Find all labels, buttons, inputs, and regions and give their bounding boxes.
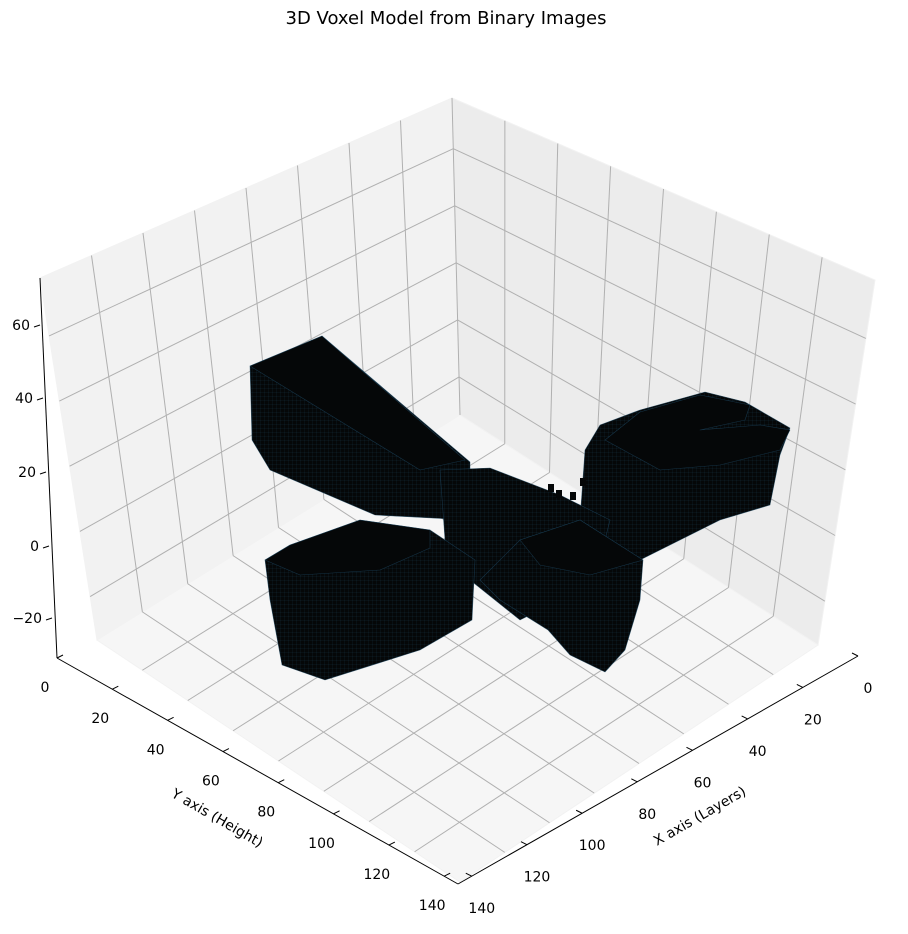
x-tick-label: 120 (524, 870, 551, 886)
x-tick-label: 0 (864, 681, 873, 697)
z-axis-ticks: −20 0 20 40 60 (12, 318, 53, 627)
y-tick-mark (56, 654, 64, 659)
y-axis-label: Y axis (Height) (168, 785, 266, 851)
grid-line (91, 255, 143, 612)
y-tick-label: 140 (419, 898, 446, 914)
voxel-model (249, 335, 791, 681)
x-tick-mark (631, 778, 638, 783)
chart-title: 3D Voxel Model from Binary Images (286, 8, 607, 29)
voxel-arm-back-right-top (604, 394, 791, 471)
z-tick-label: 0 (30, 539, 39, 555)
x-tick-label: 140 (468, 901, 495, 917)
x-tick-mark (741, 715, 748, 720)
voxel-fragment (548, 484, 554, 492)
y-tick-label: 20 (91, 711, 109, 727)
x-tick-label: 60 (694, 775, 712, 791)
z-tick-mark (39, 471, 47, 475)
grid-line (549, 143, 559, 473)
x-tick-mark (851, 652, 859, 657)
grid-line (59, 205, 455, 402)
voxel-arm-back-left-top (249, 335, 466, 471)
z-tick-mark (33, 324, 41, 328)
grid-line (772, 257, 823, 617)
grid-line (451, 97, 461, 416)
y-tick-label: 120 (363, 867, 390, 883)
x-tick-mark (796, 684, 804, 688)
y-tick-mark (167, 716, 174, 721)
z-axis-line (39, 277, 58, 659)
y-tick-label: 60 (202, 774, 220, 790)
x-tick-label: 40 (749, 744, 767, 760)
voxel-fragment (580, 478, 586, 486)
y-axis-ticks: 0 20 40 60 80 100 120 140 (41, 654, 451, 914)
z-tick-mark (42, 545, 50, 549)
grid-line (414, 615, 774, 853)
voxel-arm-front-right-top (519, 519, 644, 576)
y-tick-mark (112, 685, 119, 690)
y-tick-label: 80 (257, 805, 275, 821)
grid-line (194, 210, 234, 556)
y-tick-label: 40 (147, 742, 165, 758)
z-tick-mark (36, 397, 44, 401)
y-axis-line (56, 657, 459, 885)
grid-line (48, 148, 454, 337)
x-tick-label: 100 (579, 838, 606, 854)
x-axis-label: X axis (Layers) (651, 784, 749, 850)
y-tick-mark (222, 748, 230, 752)
y-tick-label: 0 (41, 680, 50, 696)
z-tick-label: 60 (12, 318, 30, 334)
y-tick-mark (388, 841, 396, 846)
y-tick-mark (443, 872, 451, 877)
voxel-fragment (570, 492, 576, 500)
voxel-fragment (556, 490, 562, 498)
x-tick-label: 20 (804, 712, 822, 728)
z-tick-label: −20 (12, 611, 42, 627)
x-axis-ticks: 0 20 40 60 80 100 120 140 (465, 652, 873, 917)
z-tick-label: 20 (18, 465, 36, 481)
y-tick-mark (278, 779, 285, 784)
x-tick-mark (465, 872, 473, 877)
y-tick-label: 100 (308, 836, 335, 852)
x-tick-mark (575, 809, 583, 814)
x-tick-mark (686, 746, 693, 751)
grid-line (400, 120, 416, 444)
z-tick-label: 40 (15, 391, 33, 407)
grid-line (142, 232, 189, 584)
voxel-arm-front-left-top (264, 519, 431, 576)
x-tick-mark (520, 841, 528, 846)
y-tick-mark (333, 810, 340, 815)
x-axis-line (457, 655, 859, 885)
grid-line (368, 587, 729, 822)
x-tick-label: 80 (638, 807, 656, 823)
z-tick-mark (45, 617, 53, 621)
axis-lines (39, 277, 859, 885)
